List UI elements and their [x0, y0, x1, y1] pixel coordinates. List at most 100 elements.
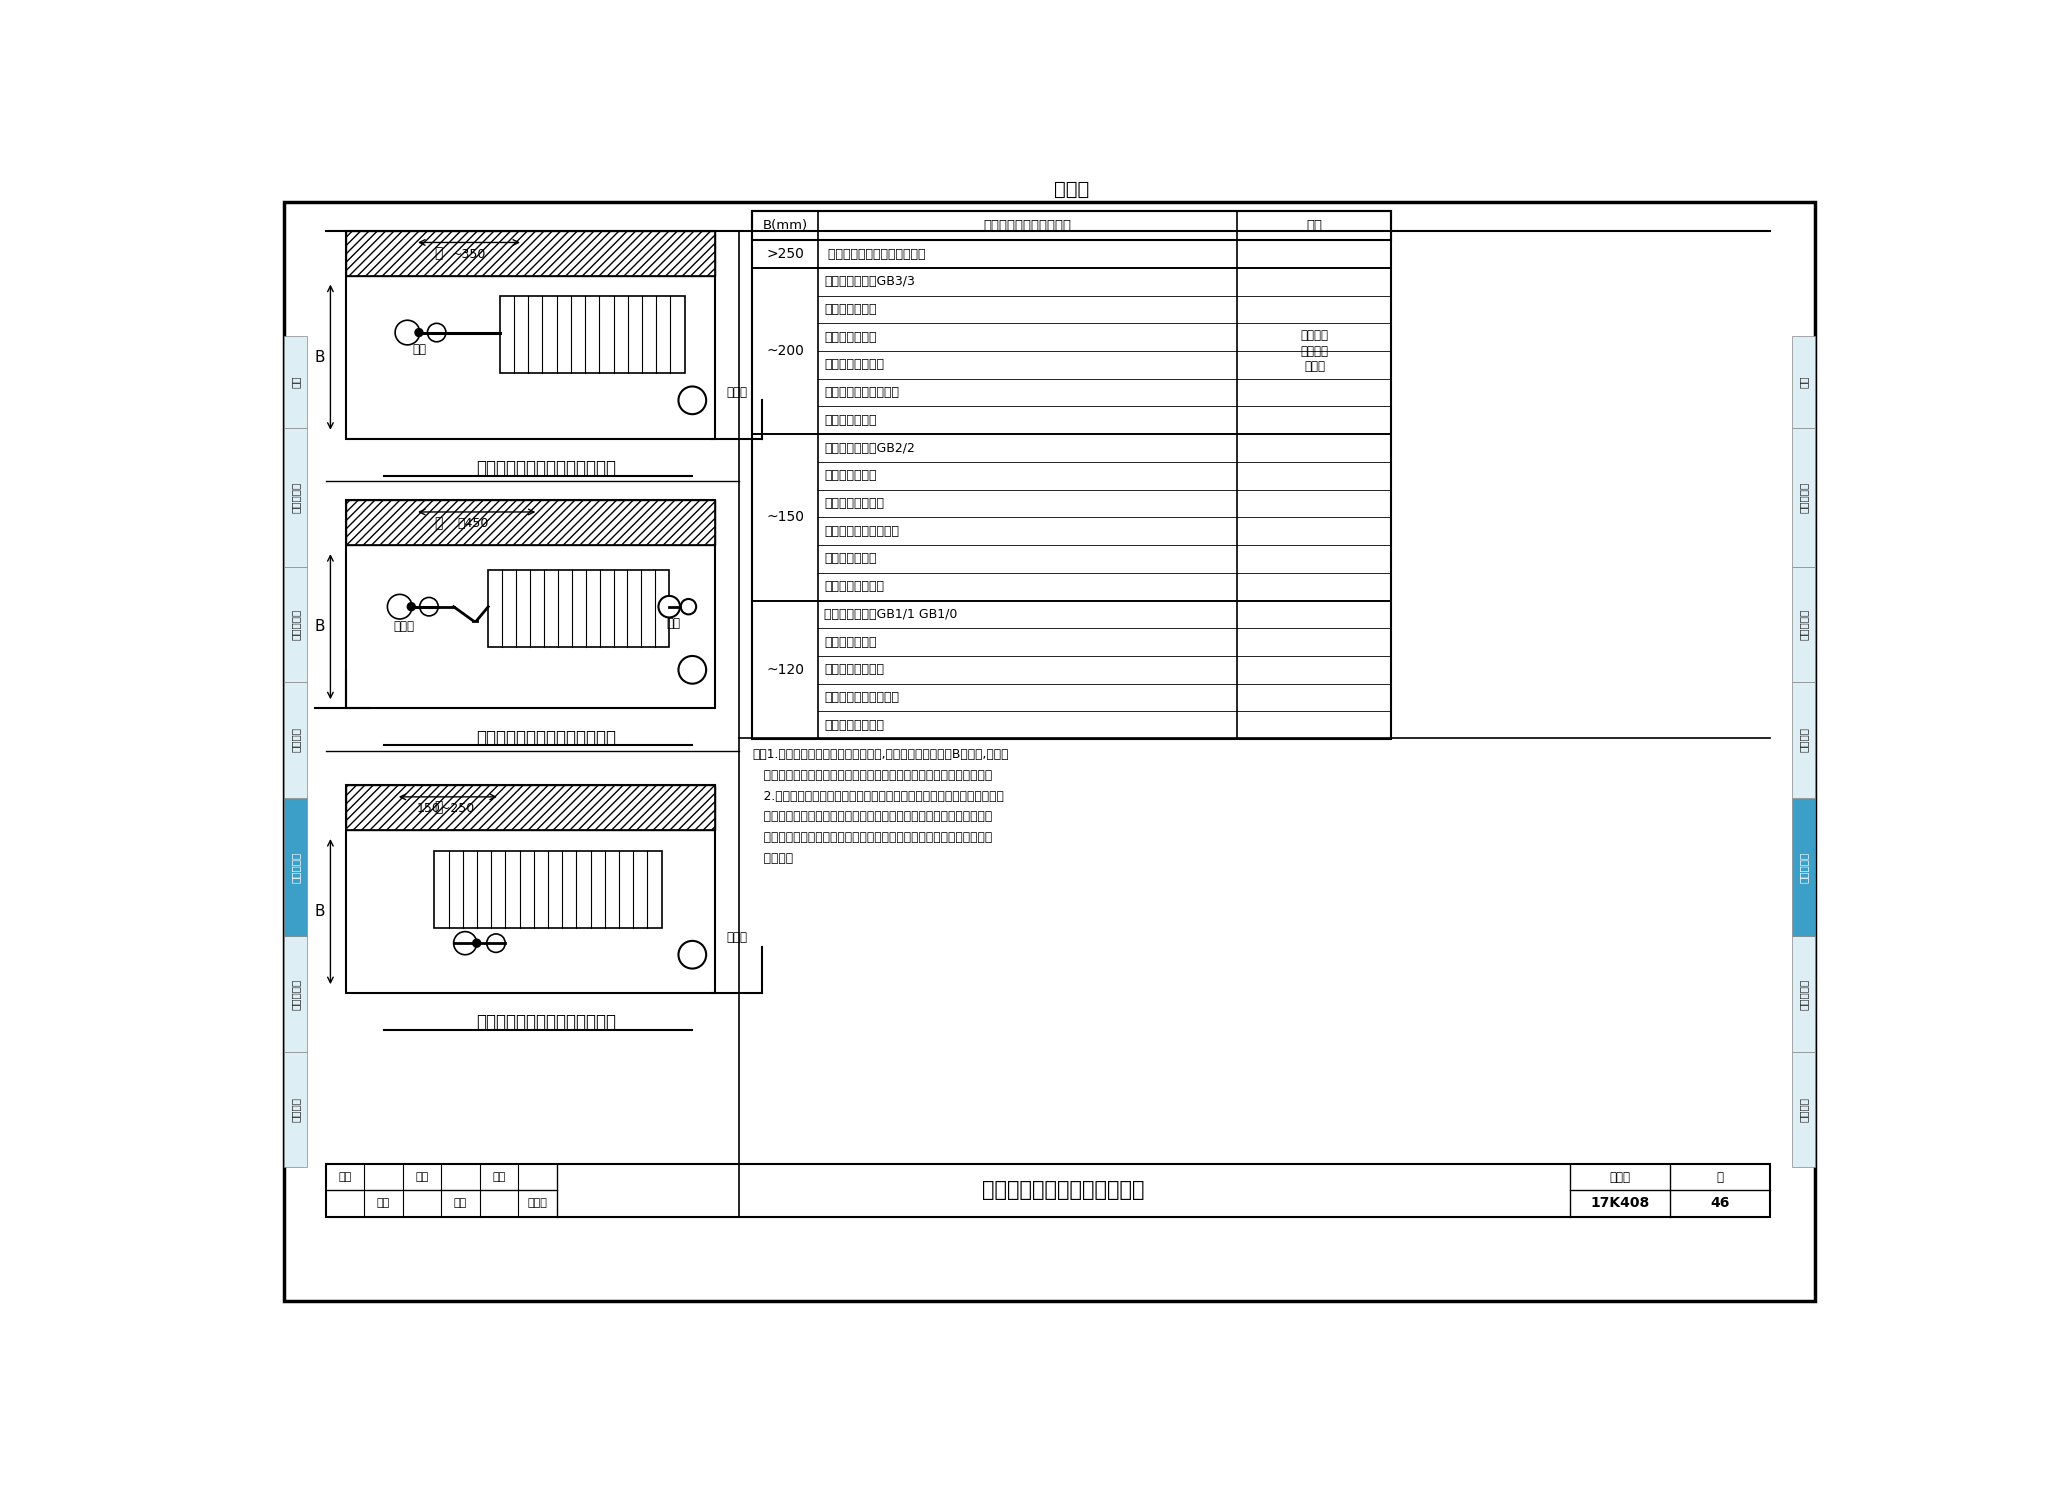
- Text: 方式（二）适用于双管系统散热器同侧上进下出的连接方式；安装方式: 方式（二）适用于双管系统散热器同侧上进下出的连接方式；安装方式: [752, 811, 993, 823]
- Text: 房间门后散热器安装方式（二）: 房间门后散热器安装方式（二）: [475, 729, 616, 747]
- Text: 房间门: 房间门: [727, 931, 748, 945]
- Text: B: B: [315, 905, 326, 920]
- Text: 钢制板式散热器GB3/3: 钢制板式散热器GB3/3: [823, 275, 915, 289]
- Text: ~150: ~150: [766, 510, 805, 524]
- Text: 钢管散热器三柱: 钢管散热器三柱: [823, 469, 877, 482]
- Bar: [752, 268, 1391, 434]
- Text: 钢管散热器四柱: 钢管散热器四柱: [823, 304, 877, 315]
- Text: 全巍: 全巍: [455, 1198, 467, 1208]
- Text: 阀门与附件: 阀门与附件: [291, 482, 301, 513]
- Text: 管道连接: 管道连接: [1798, 728, 1808, 753]
- Bar: [752, 601, 1391, 740]
- Text: 钢管散热器二柱: 钢管散热器二柱: [823, 635, 877, 649]
- Text: 散热器安装: 散热器安装: [1798, 851, 1808, 882]
- Text: B: B: [315, 619, 326, 634]
- Text: 多种类型均可（特异型除外）: 多种类型均可（特异型除外）: [823, 247, 926, 260]
- Text: 铸铁四柱散热器: 铸铁四柱散热器: [823, 330, 877, 344]
- Circle shape: [420, 598, 438, 616]
- Bar: [752, 211, 1391, 740]
- Bar: [346, 500, 715, 545]
- Bar: [500, 296, 684, 373]
- Text: 设计: 设计: [492, 1173, 506, 1183]
- Text: 散热器在门后、墙垛旁的安装: 散热器在门后、墙垛旁的安装: [983, 1180, 1145, 1201]
- Text: 胡建丽: 胡建丽: [528, 1198, 547, 1208]
- Bar: [346, 786, 715, 830]
- Text: 阀门与附件: 阀门与附件: [1798, 482, 1808, 513]
- Text: 铜铝复合柱翼型散热器: 铜铝复合柱翼型散热器: [823, 690, 899, 704]
- Circle shape: [678, 656, 707, 683]
- Text: 审核: 审核: [338, 1173, 352, 1183]
- Circle shape: [395, 320, 420, 345]
- Text: 附录: 附录: [1798, 375, 1808, 388]
- Circle shape: [428, 323, 446, 342]
- Text: 铜管对流散热器: 铜管对流散热器: [823, 552, 877, 565]
- Text: 散热器选用: 散热器选用: [1798, 979, 1808, 1010]
- Bar: [752, 211, 1391, 240]
- Text: 视具体情: 视具体情: [1300, 329, 1329, 342]
- Text: 阀门: 阀门: [412, 344, 426, 356]
- Text: 2.安装方式（一）适用于单管系统散热器同侧上进下出的连接方式；安装: 2.安装方式（一）适用于单管系统散热器同侧上进下出的连接方式；安装: [752, 790, 1004, 802]
- Circle shape: [678, 940, 707, 969]
- Circle shape: [678, 387, 707, 414]
- Text: 铝制柱翼型散热器: 铝制柱翼型散热器: [823, 719, 885, 732]
- Circle shape: [473, 939, 481, 946]
- Text: 情参考。: 情参考。: [752, 853, 793, 865]
- Circle shape: [487, 934, 506, 952]
- Text: 房间门后散热器安装方式（三）: 房间门后散热器安装方式（三）: [475, 1013, 616, 1031]
- Bar: [285, 798, 307, 936]
- Text: 墙: 墙: [434, 246, 442, 260]
- Text: 注：1.本页图示散热器以钢制板式为例,可根据具体设计中的B值大小,选用其: 注：1.本页图示散热器以钢制板式为例,可根据具体设计中的B值大小,选用其: [752, 748, 1010, 760]
- Bar: [285, 429, 307, 567]
- Text: 管道连接: 管道连接: [291, 728, 301, 753]
- Text: 铜铝复合柱翼型散热器: 铜铝复合柱翼型散热器: [823, 525, 899, 537]
- Text: 干管支吊架: 干管支吊架: [291, 609, 301, 640]
- Bar: [346, 500, 715, 545]
- Text: 铜管对流散热器: 铜管对流散热器: [823, 414, 877, 427]
- Text: 钢制二柱型散热器: 钢制二柱型散热器: [823, 664, 885, 677]
- Circle shape: [408, 603, 416, 610]
- Text: 干管支吊架: 干管支吊架: [1798, 609, 1808, 640]
- Text: 墙: 墙: [434, 801, 442, 814]
- Text: 目录说明: 目录说明: [291, 1097, 301, 1122]
- Bar: [487, 570, 670, 647]
- Text: 散热器安装: 散热器安装: [291, 851, 301, 882]
- Text: 他形式的散热器。散热器的长度（片数）及散热器的高度由设计确定。: 他形式的散热器。散热器的长度（片数）及散热器的高度由设计确定。: [752, 769, 993, 781]
- Text: 墙: 墙: [434, 516, 442, 530]
- Bar: [346, 786, 715, 992]
- Text: 王加: 王加: [377, 1198, 391, 1208]
- Text: （三）适用于散热器采用底进底出的连接方式；未提及的其他形式可酌: （三）适用于散热器采用底进底出的连接方式；未提及的其他形式可酌: [752, 832, 993, 844]
- Text: 校对: 校对: [416, 1173, 428, 1183]
- Bar: [1792, 682, 1815, 798]
- Text: 压铸铝合金散热器: 压铸铝合金散热器: [823, 580, 885, 594]
- Text: 门吸: 门吸: [1307, 219, 1323, 232]
- Text: 阀门: 阀门: [666, 618, 680, 629]
- Text: ＜450: ＜450: [457, 516, 489, 530]
- Bar: [285, 1052, 307, 1167]
- Text: 否需要: 否需要: [1305, 360, 1325, 373]
- Circle shape: [680, 600, 696, 615]
- Text: ~350: ~350: [453, 247, 485, 260]
- Bar: [285, 336, 307, 429]
- Text: 房间门: 房间门: [727, 385, 748, 399]
- Text: 钢制板式散热器GB1/1 GB1/0: 钢制板式散热器GB1/1 GB1/0: [823, 609, 956, 620]
- Bar: [752, 240, 1391, 268]
- Bar: [1792, 798, 1815, 936]
- Text: 目录说明: 目录说明: [1798, 1097, 1808, 1122]
- Bar: [752, 434, 1391, 601]
- Bar: [285, 936, 307, 1052]
- Circle shape: [387, 594, 412, 619]
- Text: 46: 46: [1710, 1196, 1731, 1210]
- Text: B(mm): B(mm): [762, 219, 807, 232]
- Text: B: B: [315, 350, 326, 365]
- Circle shape: [659, 595, 680, 618]
- Text: 钢制翅片管对流散热器: 钢制翅片管对流散热器: [823, 385, 899, 399]
- Text: >250: >250: [766, 247, 805, 260]
- Text: ~200: ~200: [766, 344, 805, 359]
- Text: 可选择安装的散热器类型: 可选择安装的散热器类型: [983, 219, 1071, 232]
- Bar: [1792, 429, 1815, 567]
- Bar: [434, 851, 662, 929]
- Bar: [1792, 336, 1815, 429]
- Bar: [346, 231, 715, 439]
- Text: 图集号: 图集号: [1610, 1171, 1630, 1184]
- Bar: [346, 786, 715, 830]
